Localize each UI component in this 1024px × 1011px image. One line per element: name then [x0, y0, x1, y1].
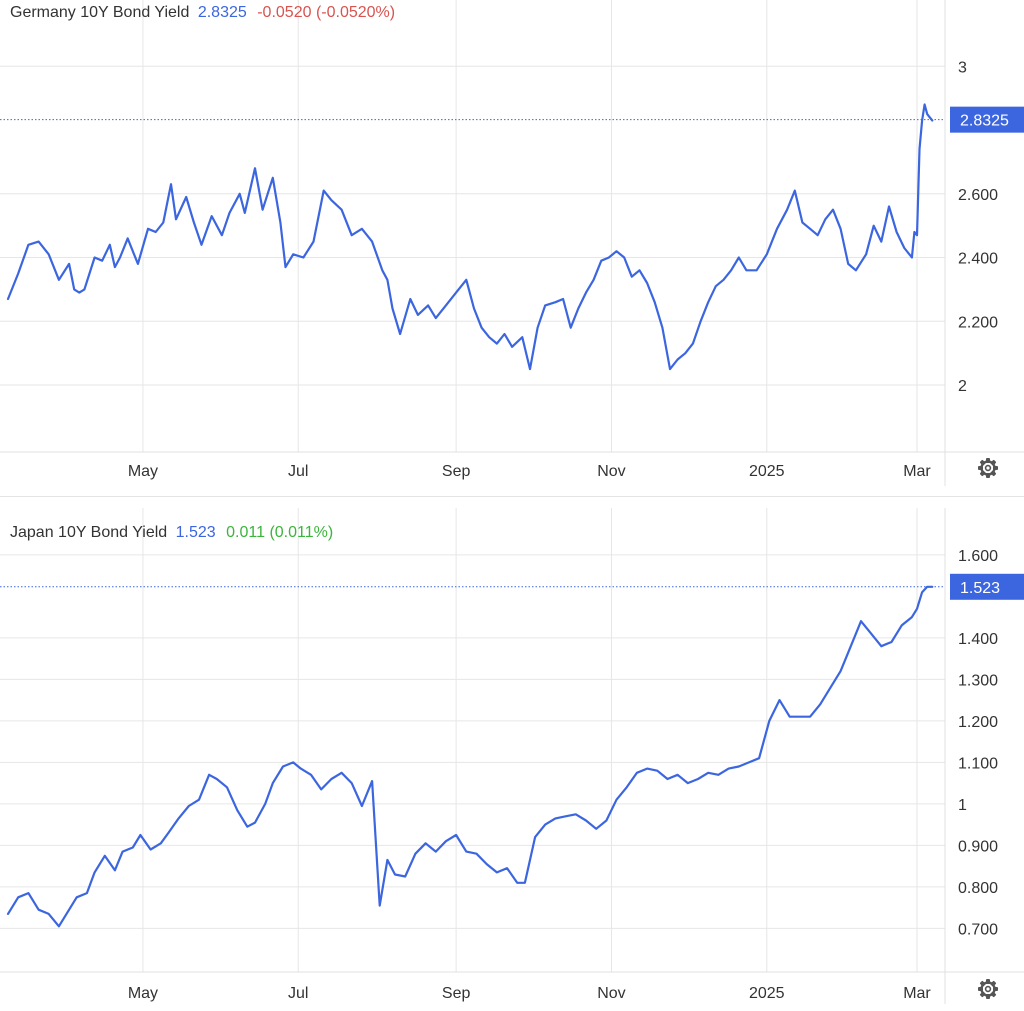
japan-x-tick-label: 2025 [749, 985, 785, 1002]
japan-y-tick-label: 0.700 [958, 921, 998, 938]
germany-chart-panel: 2 2.200 2.400 2.600 3 May Jul Sep Nov 2025 Mar 2.83… [0, 0, 1024, 486]
germany-legend: Germany 10Y Bond Yield 2.8325 -0.0520 (-… [10, 4, 395, 22]
germany-price-tag: 2.8325 [960, 113, 1009, 130]
germany-chart-title: Germany 10Y Bond Yield [10, 4, 190, 21]
japan-y-tick-label: 0.800 [958, 880, 998, 897]
germany-settings-gear-icon[interactable] [978, 458, 998, 478]
japan-price-tag-bg [950, 573, 1024, 600]
japan-y-tick-label: 1.200 [958, 714, 998, 731]
japan-y-tick-label: 1.400 [958, 631, 998, 648]
germany-change: -0.0520 [257, 4, 312, 21]
japan-price-tag: 1.523 [960, 580, 1000, 597]
gear-hub [984, 464, 992, 472]
germany-series-line [6, 103, 934, 371]
japan-settings-gear-icon[interactable] [978, 979, 998, 999]
germany-y-tick-label: 2 [958, 378, 967, 395]
japan-change-percent: (0.011%) [269, 524, 334, 541]
japan-last-value: 1.523 [175, 524, 216, 541]
germany-x-tick-label: Jul [288, 463, 308, 480]
japan-change: 0.011 [226, 524, 265, 541]
germany-y-tick-label: 2.200 [958, 314, 998, 331]
gear-hub [984, 985, 992, 993]
germany-last-value: 2.8325 [197, 4, 247, 21]
japan-series-line [6, 585, 934, 928]
germany-price-tag-bg [950, 106, 1024, 133]
japan-x-tick-label: Mar [903, 985, 931, 1002]
gear-ring [980, 460, 996, 476]
panel-divider [0, 486, 1024, 508]
japan-x-tick-label: Sep [442, 985, 471, 1002]
japan-chart-panel: 0.700 0.800 0.900 1 1.100 1.200 1.300 1.400 1.60… [0, 508, 1024, 1011]
japan-x-tick-label: May [128, 985, 158, 1002]
germany-x-tick-label: May [128, 463, 158, 480]
japan-y-tick-label: 1.600 [958, 548, 998, 565]
japan-x-tick-label: Nov [597, 985, 625, 1002]
japan-x-tick-label: Jul [288, 985, 308, 1002]
japan-y-tick-label: 1.300 [958, 672, 998, 689]
germany-x-tick-label: Nov [597, 463, 625, 480]
japan-chart-title: Japan 10Y Bond Yield [10, 524, 168, 541]
germany-change-percent: (-0.0520%) [315, 4, 396, 21]
germany-x-tick-label: Mar [903, 463, 931, 480]
japan-y-tick-label: 1.100 [958, 755, 998, 772]
germany-x-tick-label: 2025 [749, 463, 785, 480]
japan-y-tick-label: 1 [958, 797, 967, 814]
japan-y-tick-label: 0.900 [958, 838, 998, 855]
gear-ring [980, 981, 996, 997]
germany-y-tick-label: 2.400 [958, 251, 998, 268]
japan-chart: 0.700 0.800 0.900 1 1.100 1.200 1.300 1.400 1.60… [0, 508, 1024, 1004]
germany-x-tick-label: Sep [442, 463, 471, 480]
germany-chart: 2 2.200 2.400 2.600 3 May Jul Sep Nov 2025 Mar 2.83… [0, 0, 1024, 486]
germany-y-tick-label: 3 [958, 59, 967, 76]
germany-y-tick-label: 2.600 [958, 187, 998, 204]
japan-legend: Japan 10Y Bond Yield 1.523 0.011 (0.011%… [10, 524, 333, 542]
